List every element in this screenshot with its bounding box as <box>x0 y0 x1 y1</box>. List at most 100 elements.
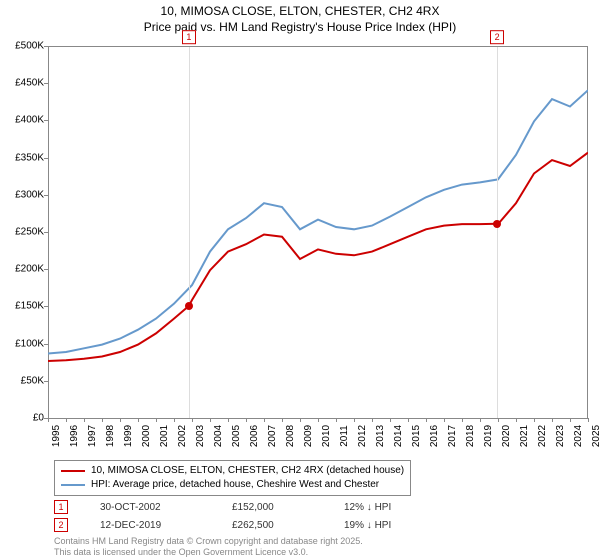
footer-price: £152,000 <box>232 502 312 513</box>
plot-area: 12 <box>48 46 588 418</box>
x-tick-label: 2001 <box>159 425 170 447</box>
x-tick-label: 2017 <box>447 425 458 447</box>
x-tick-mark <box>228 418 229 422</box>
legend: 10, MIMOSA CLOSE, ELTON, CHESTER, CH2 4R… <box>54 460 411 496</box>
x-tick-mark <box>372 418 373 422</box>
x-tick-label: 2014 <box>393 425 404 447</box>
x-tick-mark <box>246 418 247 422</box>
x-tick-mark <box>516 418 517 422</box>
x-tick-mark <box>210 418 211 422</box>
series-price_paid <box>48 153 588 361</box>
x-tick-label: 2007 <box>267 425 278 447</box>
chart-marker-1: 1 <box>182 30 196 44</box>
x-tick-mark <box>318 418 319 422</box>
y-tick-label: £150K <box>15 301 44 312</box>
title-subtitle: Price paid vs. HM Land Registry's House … <box>0 20 600 36</box>
footer-rows: 1 30-OCT-2002 £152,000 12% ↓ HPI 2 12-DEC-201… <box>54 500 391 536</box>
x-tick-mark <box>66 418 67 422</box>
x-tick-label: 1997 <box>87 425 98 447</box>
chart-container: 10, MIMOSA CLOSE, ELTON, CHESTER, CH2 4R… <box>0 0 600 560</box>
y-tick-label: £200K <box>15 264 44 275</box>
y-tick-label: £300K <box>15 189 44 200</box>
x-tick-mark <box>552 418 553 422</box>
x-tick-mark <box>408 418 409 422</box>
x-tick-label: 2013 <box>375 425 386 447</box>
footer-delta: 12% ↓ HPI <box>344 502 391 513</box>
x-tick-label: 2025 <box>591 425 600 447</box>
legend-row: HPI: Average price, detached house, Ches… <box>61 478 404 492</box>
x-tick-mark <box>192 418 193 422</box>
x-tick-label: 2010 <box>321 425 332 447</box>
x-tick-label: 2022 <box>537 425 548 447</box>
x-tick-label: 2009 <box>303 425 314 447</box>
footer-marker: 1 <box>54 500 68 514</box>
series-hpi <box>48 90 588 353</box>
legend-row: 10, MIMOSA CLOSE, ELTON, CHESTER, CH2 4R… <box>61 464 404 478</box>
x-tick-label: 1999 <box>123 425 134 447</box>
x-tick-label: 2008 <box>285 425 296 447</box>
x-tick-label: 2003 <box>195 425 206 447</box>
data-point-1 <box>185 302 193 310</box>
footer-date: 12-DEC-2019 <box>100 520 200 531</box>
x-tick-mark <box>354 418 355 422</box>
x-tick-mark <box>570 418 571 422</box>
x-tick-label: 2006 <box>249 425 260 447</box>
x-tick-mark <box>174 418 175 422</box>
data-point-2 <box>493 220 501 228</box>
chart-marker-2: 2 <box>490 30 504 44</box>
x-tick-mark <box>282 418 283 422</box>
x-tick-mark <box>264 418 265 422</box>
y-tick-label: £250K <box>15 227 44 238</box>
x-tick-mark <box>84 418 85 422</box>
x-tick-mark <box>48 418 49 422</box>
y-tick-label: £50K <box>21 375 44 386</box>
x-tick-label: 2000 <box>141 425 152 447</box>
x-tick-label: 2011 <box>339 425 350 447</box>
x-tick-label: 2004 <box>213 425 224 447</box>
series-lines <box>48 90 588 361</box>
footer-date: 30-OCT-2002 <box>100 502 200 513</box>
x-tick-mark <box>120 418 121 422</box>
x-axis: 1995199619971998199920002001200220032004… <box>48 418 588 458</box>
title-address: 10, MIMOSA CLOSE, ELTON, CHESTER, CH2 4R… <box>0 4 600 20</box>
chart-svg <box>48 47 588 419</box>
y-tick-label: £450K <box>15 78 44 89</box>
x-tick-label: 2021 <box>519 425 530 447</box>
x-tick-mark <box>588 418 589 422</box>
x-tick-label: 2018 <box>465 425 476 447</box>
marker-gridline <box>189 47 190 418</box>
y-axis: £0£50K£100K£150K£200K£250K£300K£350K£400… <box>0 46 48 418</box>
legend-swatch <box>61 484 85 486</box>
y-tick-label: £500K <box>15 41 44 52</box>
x-tick-label: 1995 <box>51 425 62 447</box>
marker-gridline <box>497 47 498 418</box>
legend-swatch <box>61 470 85 472</box>
footer-price: £262,500 <box>232 520 312 531</box>
x-tick-label: 2024 <box>573 425 584 447</box>
footer-row: 2 12-DEC-2019 £262,500 19% ↓ HPI <box>54 518 391 532</box>
x-tick-mark <box>498 418 499 422</box>
y-tick-label: £100K <box>15 338 44 349</box>
footer-delta: 19% ↓ HPI <box>344 520 391 531</box>
x-tick-label: 1996 <box>69 425 80 447</box>
footer-marker: 2 <box>54 518 68 532</box>
x-tick-mark <box>390 418 391 422</box>
x-tick-mark <box>426 418 427 422</box>
attribution-line2: This data is licensed under the Open Gov… <box>54 547 363 558</box>
x-tick-mark <box>138 418 139 422</box>
attribution: Contains HM Land Registry data © Crown c… <box>54 536 363 558</box>
x-tick-label: 2012 <box>357 425 368 447</box>
legend-label: HPI: Average price, detached house, Ches… <box>91 478 379 492</box>
x-tick-mark <box>102 418 103 422</box>
y-tick-label: £0 <box>33 413 44 424</box>
x-tick-label: 1998 <box>105 425 116 447</box>
footer-row: 1 30-OCT-2002 £152,000 12% ↓ HPI <box>54 500 391 514</box>
x-tick-mark <box>156 418 157 422</box>
x-tick-mark <box>336 418 337 422</box>
x-tick-mark <box>300 418 301 422</box>
x-tick-label: 2019 <box>483 425 494 447</box>
x-tick-mark <box>462 418 463 422</box>
y-tick-label: £350K <box>15 152 44 163</box>
x-tick-label: 2005 <box>231 425 242 447</box>
x-tick-label: 2016 <box>429 425 440 447</box>
